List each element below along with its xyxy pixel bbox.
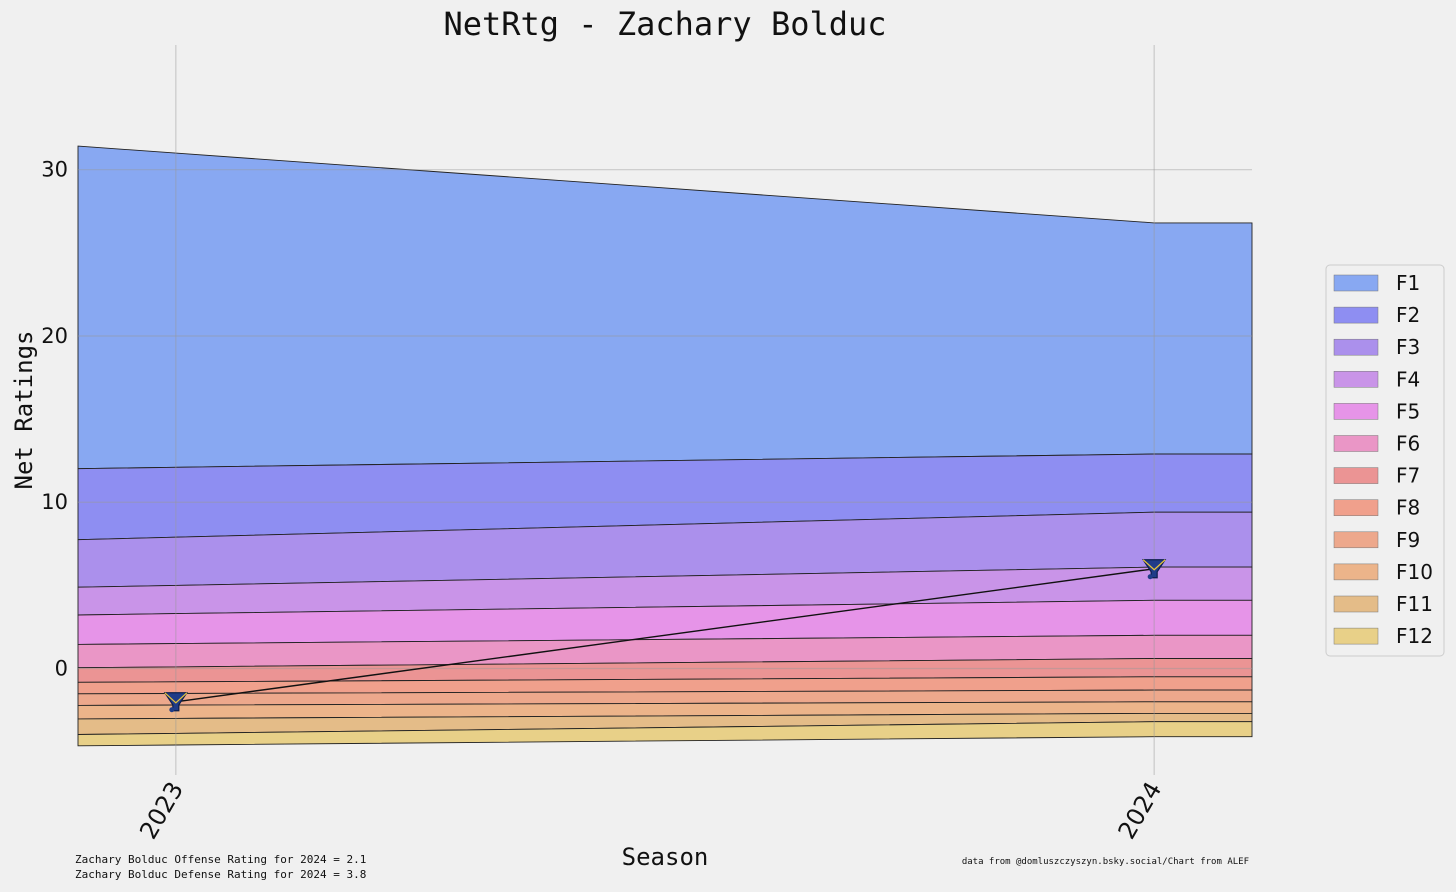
- legend-box: [1325, 264, 1445, 657]
- x-tick-label: 2023: [134, 777, 189, 844]
- y-ticks: 0 10 20 30: [41, 158, 68, 681]
- legend-label-f3: F3: [1396, 335, 1420, 359]
- defense-note: Zachary Bolduc Defense Rating for 2024 =…: [75, 868, 366, 881]
- player-marker-2024: [1142, 559, 1167, 580]
- legend-label-f2: F2: [1396, 303, 1420, 327]
- legend-label-f10: F10: [1396, 560, 1433, 584]
- player-rating-line: [163, 559, 1167, 713]
- player-line-segment: [175, 568, 1155, 703]
- legend-swatch-f9: [1333, 531, 1379, 549]
- legend-label-f9: F9: [1396, 528, 1420, 552]
- legend-label-f7: F7: [1396, 464, 1420, 488]
- y-axis-label: Net Ratings: [10, 331, 38, 490]
- legend-label-f11: F11: [1396, 592, 1433, 616]
- legend-swatch-f11: [1333, 595, 1379, 613]
- band-f1: [77, 145, 1253, 470]
- legend: F1 F2 F3 F4 F5 F6 F7 F8 F9 F10 F11 F12: [1325, 264, 1445, 657]
- x-axis-label: Season: [622, 843, 709, 871]
- legend-swatch-f6: [1333, 435, 1379, 452]
- y-tick-label: 20: [41, 324, 68, 348]
- chart-title: NetRtg - Zachary Bolduc: [443, 5, 886, 43]
- source-note: data from @domluszczyszyn.bsky.social/Ch…: [962, 857, 1249, 867]
- legend-label-f12: F12: [1396, 624, 1433, 648]
- area-bands: [77, 145, 1253, 747]
- player-marker-2023: [163, 692, 188, 713]
- legend-swatch-f3: [1333, 338, 1379, 356]
- legend-swatch-f12: [1333, 627, 1379, 645]
- legend-swatch-f10: [1333, 563, 1379, 581]
- y-tick-label: 10: [41, 490, 68, 514]
- offense-note: Zachary Bolduc Offense Rating for 2024 =…: [75, 853, 366, 866]
- y-tick-label: 0: [55, 657, 68, 681]
- legend-label-f6: F6: [1396, 432, 1420, 456]
- legend-swatch-f8: [1333, 499, 1379, 516]
- x-ticks: 2023 2024: [134, 777, 1167, 844]
- legend-swatch-f7: [1333, 467, 1379, 484]
- legend-label-f4: F4: [1396, 367, 1420, 391]
- grid-lines: [78, 45, 1252, 775]
- band-f12: [77, 721, 1253, 747]
- legend-label-f5: F5: [1396, 399, 1420, 423]
- y-tick-label: 30: [41, 158, 68, 182]
- x-tick-label: 2024: [1113, 777, 1168, 844]
- legend-swatch-f4: [1333, 371, 1379, 388]
- legend-swatch-f1: [1333, 274, 1379, 292]
- legend-label-f8: F8: [1396, 496, 1420, 520]
- legend-swatch-f2: [1333, 306, 1379, 324]
- legend-swatch-f5: [1333, 403, 1379, 420]
- legend-label-f1: F1: [1396, 271, 1420, 295]
